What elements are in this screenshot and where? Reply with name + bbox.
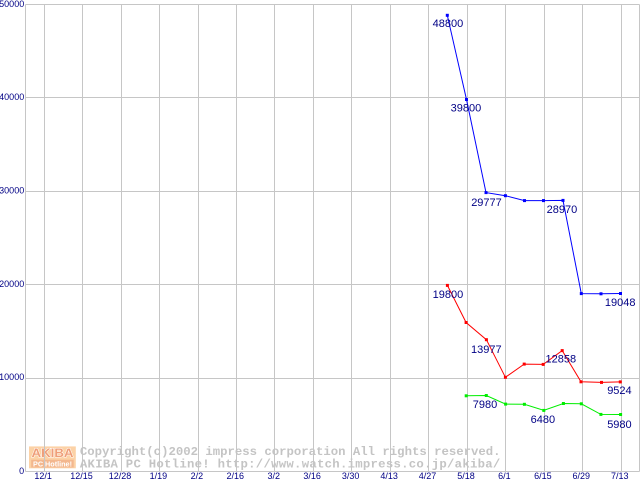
- svg-text:5/18: 5/18: [457, 471, 475, 480]
- svg-text:9524: 9524: [607, 385, 631, 397]
- svg-text:12/28: 12/28: [109, 471, 132, 480]
- svg-text:12/15: 12/15: [70, 471, 93, 480]
- svg-text:0: 0: [19, 466, 24, 476]
- svg-text:7/13: 7/13: [611, 471, 629, 480]
- svg-text:3/16: 3/16: [303, 471, 321, 480]
- svg-text:6/15: 6/15: [534, 471, 552, 480]
- svg-text:40000: 40000: [0, 92, 24, 102]
- svg-text:48800: 48800: [433, 18, 464, 30]
- svg-text:6480: 6480: [531, 414, 555, 426]
- svg-text:19048: 19048: [605, 297, 636, 309]
- svg-text:6/1: 6/1: [498, 471, 511, 480]
- svg-text:19800: 19800: [433, 289, 464, 301]
- svg-text:20000: 20000: [0, 279, 24, 289]
- svg-text:2/2: 2/2: [191, 471, 204, 480]
- svg-text:7980: 7980: [473, 399, 497, 411]
- svg-text:4/13: 4/13: [380, 471, 398, 480]
- svg-text:5980: 5980: [607, 419, 631, 431]
- svg-text:30000: 30000: [0, 185, 24, 195]
- svg-text:AKIBA PC Hotline! http://www.: AKIBA PC Hotline! http://www.watch.impre…: [80, 457, 500, 471]
- svg-text:13977: 13977: [471, 344, 502, 356]
- svg-text:Copyright(c)2002 impress corpo: Copyright(c)2002 impress corporation All…: [80, 445, 501, 459]
- svg-text:50000: 50000: [0, 0, 24, 9]
- svg-text:3/2: 3/2: [268, 471, 281, 480]
- svg-text:PC Hotline!: PC Hotline!: [33, 461, 72, 468]
- svg-text:10000: 10000: [0, 372, 24, 382]
- svg-text:6/29: 6/29: [573, 471, 591, 480]
- svg-text:28970: 28970: [547, 204, 578, 216]
- svg-text:12858: 12858: [546, 354, 577, 366]
- svg-text:4/27: 4/27: [419, 471, 437, 480]
- svg-text:39800: 39800: [451, 102, 482, 114]
- svg-text:2/16: 2/16: [227, 471, 245, 480]
- svg-text:12/1: 12/1: [34, 471, 52, 480]
- svg-text:3/30: 3/30: [342, 471, 360, 480]
- svg-text:1/19: 1/19: [150, 471, 168, 480]
- svg-text:29777: 29777: [471, 197, 502, 209]
- svg-text:AKIBA: AKIBA: [32, 448, 74, 460]
